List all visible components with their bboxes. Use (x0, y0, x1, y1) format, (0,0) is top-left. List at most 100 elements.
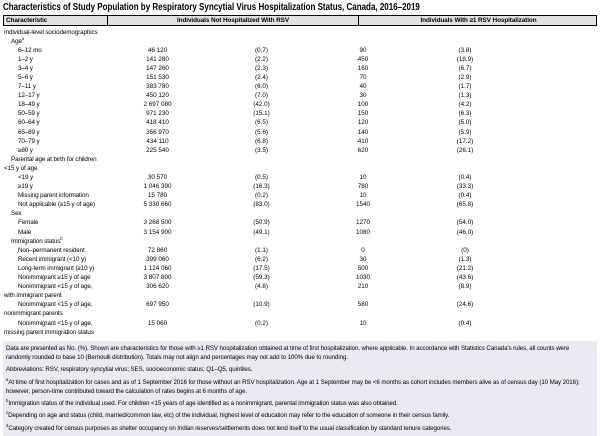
table-row: Nonimmigrant <15 y of age, nonimmigrant p… (3, 300, 597, 318)
hospitalized-count: 40 (359, 83, 367, 91)
row-label: Nonimmigrant <15 y of age, nonimmigrant p… (4, 301, 93, 318)
row-label: Non–permanent resident (18, 246, 85, 254)
not-hospitalized-count: 3 807 800 (143, 274, 172, 282)
header-cell-not-hospitalized: Individuals Not Hospitalized With RSV (107, 16, 358, 25)
not-hospitalized-pct: (2.2) (255, 55, 268, 63)
hospitalized-pct: (5.0) (458, 119, 472, 127)
not-hospitalized-count (106, 155, 209, 173)
hospitalized-count: 10 (359, 192, 367, 200)
not-hospitalized-pct: (16.3) (253, 183, 270, 191)
row-label: 1–2 y (18, 55, 33, 63)
not-hospitalized-count: 15 780 (147, 192, 168, 200)
hospitalized-pct: (33.3) (456, 183, 474, 191)
table-row: 5–6 y 151 530 (2.4) 70 (2.9) (3, 73, 597, 82)
not-hospitalized-pct: (6.8) (255, 137, 268, 145)
not-hospitalized-pct (209, 37, 314, 46)
row-label: Nonimmigrant ≥15 y of age (18, 274, 91, 282)
table-row: 18–49 y 2 697 080 (42.0) 100 (4.2) (3, 100, 597, 109)
not-hospitalized-pct: (4.8) (255, 283, 268, 291)
not-hospitalized-pct: (42.0) (253, 101, 270, 109)
table-row: 7–11 y 383 780 (6.0) 40 (1.7) (3, 82, 597, 91)
row-label: Parental age at birth for children <15 y … (4, 155, 97, 172)
hospitalized-pct: (21.2) (456, 264, 474, 272)
row-label: 70–79 y (18, 137, 40, 145)
not-hospitalized-pct: (0.7) (255, 46, 268, 54)
hospitalized-pct: (1.3) (458, 92, 472, 100)
row-label: ≥80 y (18, 146, 33, 154)
table-row: Recent immigrant (<10 y) 399 060 (6.2) 30 (1… (3, 255, 597, 264)
table-row: 50–59 y 971 230 (15.1) 150 (6.3) (3, 109, 597, 118)
not-hospitalized-count: 697 950 (146, 301, 169, 309)
not-hospitalized-pct: (59.3) (253, 274, 270, 282)
hospitalized-pct: (8.9) (458, 283, 472, 291)
not-hospitalized-count: 2 697 080 (143, 101, 172, 109)
table-title: Characteristics of Study Population by R… (3, 2, 420, 13)
not-hospitalized-count: 1 124 060 (143, 264, 172, 272)
footnote: dCategory created for census purposes as… (6, 422, 452, 432)
table-row: Individual-level sociodemographics (3, 28, 597, 37)
table-row: 12–17 y 450 120 (7.0) 30 (1.3) (3, 91, 597, 100)
not-hospitalized-pct (209, 28, 314, 37)
table-row: 70–79 y 434 110 (6.8) 410 (17.2) (3, 137, 597, 146)
not-hospitalized-pct: (6.2) (255, 255, 268, 263)
not-hospitalized-count: 30 570 (147, 174, 168, 181)
hospitalized-count: 580 (357, 301, 369, 309)
table-row: ≥80 y 225 540 (3.5) 620 (26.1) (3, 146, 597, 155)
not-hospitalized-count: 306 620 (146, 283, 169, 291)
row-label: Recent immigrant (<10 y) (18, 255, 86, 263)
row-label: 3–4 y (18, 64, 33, 72)
not-hospitalized-count: 434 110 (146, 137, 169, 145)
hospitalized-count (314, 209, 412, 218)
hospitalized-count: 30 (359, 92, 367, 100)
hospitalized-count: 100 (357, 101, 369, 109)
not-hospitalized-count: 399 060 (146, 255, 169, 263)
row-label: 6–12 mo (18, 46, 42, 54)
footnote: aAt time of first hospitalization for ca… (6, 376, 580, 395)
row-label: Nonimmigrant <15 y of age, with immigrant… (4, 283, 93, 300)
not-hospitalized-count: 225 540 (146, 146, 169, 154)
hospitalized-count: 1270 (355, 219, 370, 227)
hospitalized-count: 160 (357, 64, 369, 72)
hospitalized-pct: (6.3) (458, 110, 472, 118)
not-hospitalized-pct (209, 155, 314, 173)
hospitalized-pct: (2.9) (458, 73, 472, 81)
header-cell-hospitalized: Individuals With ≥1 RSV Hospitalization (358, 16, 598, 25)
not-hospitalized-count: 141 280 (146, 55, 169, 63)
hospitalized-count: 0 (361, 246, 365, 254)
hospitalized-pct (412, 209, 518, 218)
not-hospitalized-count: 3 154 900 (143, 228, 172, 236)
hospitalized-count: 450 (357, 55, 369, 63)
not-hospitalized-pct: (2.4) (255, 73, 268, 81)
row-label: Individual-level sociodemographics (4, 28, 98, 36)
hospitalized-count: 30 (359, 255, 367, 263)
table-row: Not applicable (≥15 y of age) 5 330 660 (8… (3, 200, 597, 209)
hospitalized-pct: (0.4) (458, 192, 472, 200)
table-row: Nonimmigrant <15 y of age, missing parent… (3, 319, 597, 337)
hospitalized-count: 150 (357, 110, 369, 118)
hospitalized-count: 1540 (355, 201, 370, 209)
table-row: Parental age at birth for children <15 y … (3, 155, 597, 173)
hospitalized-pct: (46.0) (456, 228, 474, 236)
not-hospitalized-pct: (3.5) (255, 146, 268, 154)
table-row: Agea (3, 36, 597, 46)
not-hospitalized-pct: (1.1) (255, 246, 268, 254)
footnote: cDepending on age and status (child, mar… (6, 410, 450, 420)
not-hospitalized-count: 418 410 (146, 119, 169, 127)
table-row: 65–69 y 356 970 (5.6) 140 (5.9) (3, 128, 597, 137)
table-row: 60–64 y 418 410 (6.5) 120 (5.0) (3, 118, 597, 127)
table-row: Sex (3, 209, 597, 218)
hospitalized-pct: (54.0) (456, 219, 474, 227)
hospitalized-pct (412, 37, 518, 46)
not-hospitalized-count: 151 530 (146, 73, 169, 81)
table-row: Male 3 154 900 (49.1) 1080 (46.0) (3, 228, 597, 237)
not-hospitalized-count: 147 260 (146, 64, 169, 72)
table-row: Missing parent information 15 780 (0.2) 10 (… (3, 191, 597, 200)
hospitalized-count: 120 (357, 119, 369, 127)
row-label: ≥19 y (18, 183, 33, 191)
not-hospitalized-count: 1 046 390 (143, 183, 172, 191)
row-label: Female (18, 219, 39, 227)
hospitalized-pct: (0.4) (458, 319, 472, 327)
not-hospitalized-pct: (49.1) (253, 228, 270, 236)
hospitalized-pct: (1.7) (458, 83, 472, 91)
